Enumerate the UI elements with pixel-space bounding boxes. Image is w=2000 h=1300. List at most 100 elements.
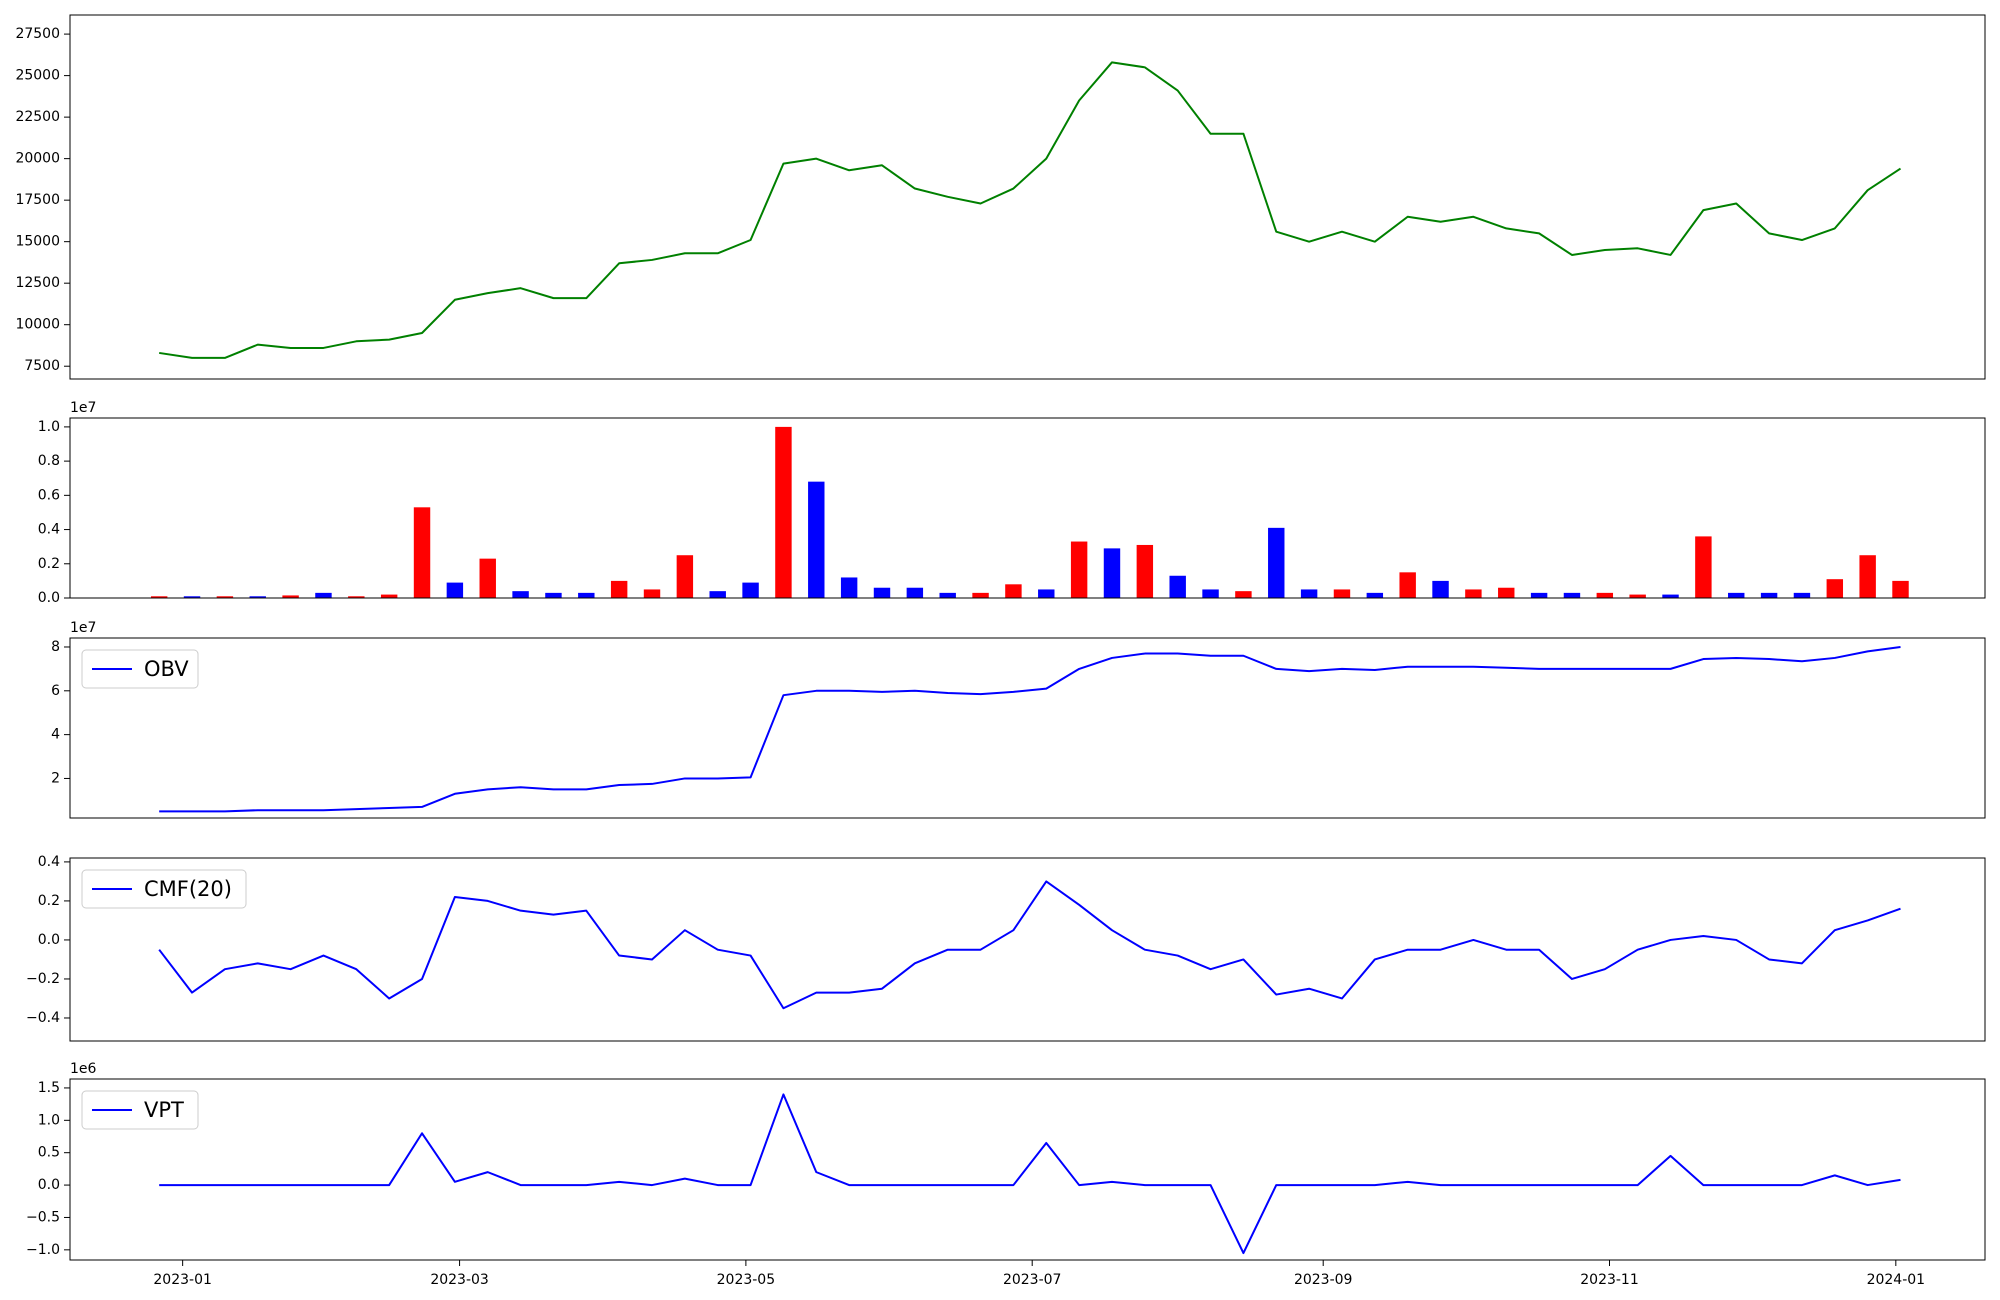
volume-bar bbox=[808, 481, 825, 598]
volume-bar bbox=[610, 580, 628, 598]
y-tick-label: 1.5 bbox=[38, 1080, 60, 1096]
volume-bar bbox=[1892, 580, 1909, 598]
x-tick-label: 2023-05 bbox=[717, 1272, 776, 1288]
y-tick-label: 8 bbox=[51, 639, 60, 655]
y-tick-label: 2 bbox=[51, 770, 60, 786]
volume-bar bbox=[873, 587, 891, 598]
volume-bar bbox=[1793, 592, 1811, 598]
volume-bar bbox=[1760, 592, 1778, 598]
y-tick-label: 15000 bbox=[15, 234, 60, 250]
y-tick-label: −1.0 bbox=[26, 1242, 60, 1258]
volume-bar bbox=[775, 426, 792, 598]
volume-bar bbox=[709, 591, 726, 598]
x-tick-label: 2023-07 bbox=[1003, 1272, 1062, 1288]
volume-bar bbox=[1728, 592, 1745, 598]
volume-bar bbox=[1432, 580, 1449, 598]
x-tick-label: 2023-09 bbox=[1294, 1272, 1353, 1288]
y-tick-label: 10000 bbox=[15, 317, 60, 333]
x-tick-label: 2023-11 bbox=[1580, 1272, 1639, 1288]
legend-box bbox=[81, 1090, 199, 1130]
volume-bar bbox=[1498, 587, 1515, 598]
volume-bar bbox=[578, 592, 595, 598]
volume-bar bbox=[1563, 592, 1581, 598]
volume-bar bbox=[1465, 589, 1482, 598]
y-tick-label: 0.0 bbox=[38, 932, 60, 948]
volume-bar bbox=[216, 596, 234, 598]
y-tick-label: 1.0 bbox=[38, 419, 60, 435]
plot-frame bbox=[69, 417, 1986, 599]
volume-bar bbox=[840, 577, 858, 598]
volume-bar bbox=[1333, 589, 1351, 598]
volume-bar bbox=[676, 555, 694, 598]
series-line bbox=[159, 1093, 1901, 1255]
volume-bar bbox=[1268, 527, 1285, 598]
volume-bar bbox=[1826, 579, 1844, 598]
y-tick-label: 0.2 bbox=[38, 893, 60, 909]
volume-bar bbox=[906, 587, 924, 598]
y-tick-label: 0.5 bbox=[38, 1145, 60, 1161]
x-tick-label: 2023-01 bbox=[153, 1272, 212, 1288]
volume-bar bbox=[1070, 541, 1088, 598]
volume-bar bbox=[1300, 589, 1318, 598]
y-tick-label: 20000 bbox=[15, 151, 60, 167]
volume-bar bbox=[1136, 544, 1154, 598]
y-tick-label: 7500 bbox=[24, 358, 60, 374]
legend-box bbox=[81, 869, 247, 909]
volume-bar bbox=[1103, 548, 1121, 598]
y-tick-label: 0.4 bbox=[38, 854, 60, 870]
y-tick-label: 0.0 bbox=[38, 1177, 60, 1193]
series-line bbox=[159, 61, 1902, 359]
volume-bar bbox=[742, 582, 759, 598]
axis-offset: 1e7 bbox=[70, 400, 96, 416]
volume-bar bbox=[545, 592, 562, 598]
y-tick-label: −0.4 bbox=[26, 1010, 60, 1026]
volume-bar bbox=[1202, 589, 1219, 598]
y-tick-label: −0.5 bbox=[26, 1209, 60, 1225]
plot-frame bbox=[69, 857, 1986, 1042]
series-line bbox=[159, 645, 1901, 813]
volume-bar bbox=[1169, 575, 1186, 598]
volume-bar bbox=[1235, 591, 1252, 598]
y-tick-label: 17500 bbox=[15, 192, 60, 208]
volume-bar bbox=[972, 592, 989, 598]
volume-bar bbox=[1859, 555, 1876, 598]
volume-bar bbox=[1629, 594, 1646, 598]
y-tick-label: 1.0 bbox=[38, 1112, 60, 1128]
volume-bar bbox=[479, 558, 496, 598]
volume-bar bbox=[282, 595, 299, 598]
axis-offset: 1e6 bbox=[70, 1061, 97, 1077]
volume-bar bbox=[183, 596, 201, 598]
y-tick-label: 25000 bbox=[15, 68, 60, 84]
legend-label: OBV bbox=[144, 657, 189, 681]
y-tick-label: 0.0 bbox=[38, 590, 60, 606]
volume-bar bbox=[380, 594, 398, 598]
plot-frame bbox=[69, 637, 1986, 819]
series-line bbox=[158, 880, 1901, 1010]
volume-bar bbox=[939, 592, 956, 598]
volume-bar bbox=[249, 596, 266, 598]
volume-bar bbox=[1530, 592, 1548, 598]
volume-bar bbox=[315, 592, 332, 598]
volume-bar bbox=[643, 589, 661, 598]
plot-frame bbox=[69, 14, 1986, 380]
volume-bar bbox=[1038, 589, 1055, 598]
y-tick-label: −0.2 bbox=[26, 971, 60, 987]
axis-offset: 1e7 bbox=[70, 620, 96, 636]
volume-bar bbox=[1662, 594, 1679, 598]
volume-bar bbox=[1399, 572, 1416, 598]
legend-box bbox=[81, 649, 199, 689]
y-tick-label: 0.2 bbox=[38, 556, 60, 572]
y-tick-label: 0.8 bbox=[38, 453, 60, 469]
volume-bar bbox=[1366, 592, 1384, 598]
y-tick-label: 0.4 bbox=[38, 522, 60, 538]
legend-label: VPT bbox=[144, 1098, 184, 1122]
volume-bar bbox=[413, 507, 431, 598]
volume-bar bbox=[446, 582, 464, 598]
volume-bar bbox=[1596, 592, 1614, 598]
y-tick-label: 12500 bbox=[15, 275, 60, 291]
x-tick-label: 2023-03 bbox=[430, 1272, 489, 1288]
plot-frame bbox=[69, 1078, 1986, 1261]
volume-bar bbox=[1005, 584, 1022, 598]
